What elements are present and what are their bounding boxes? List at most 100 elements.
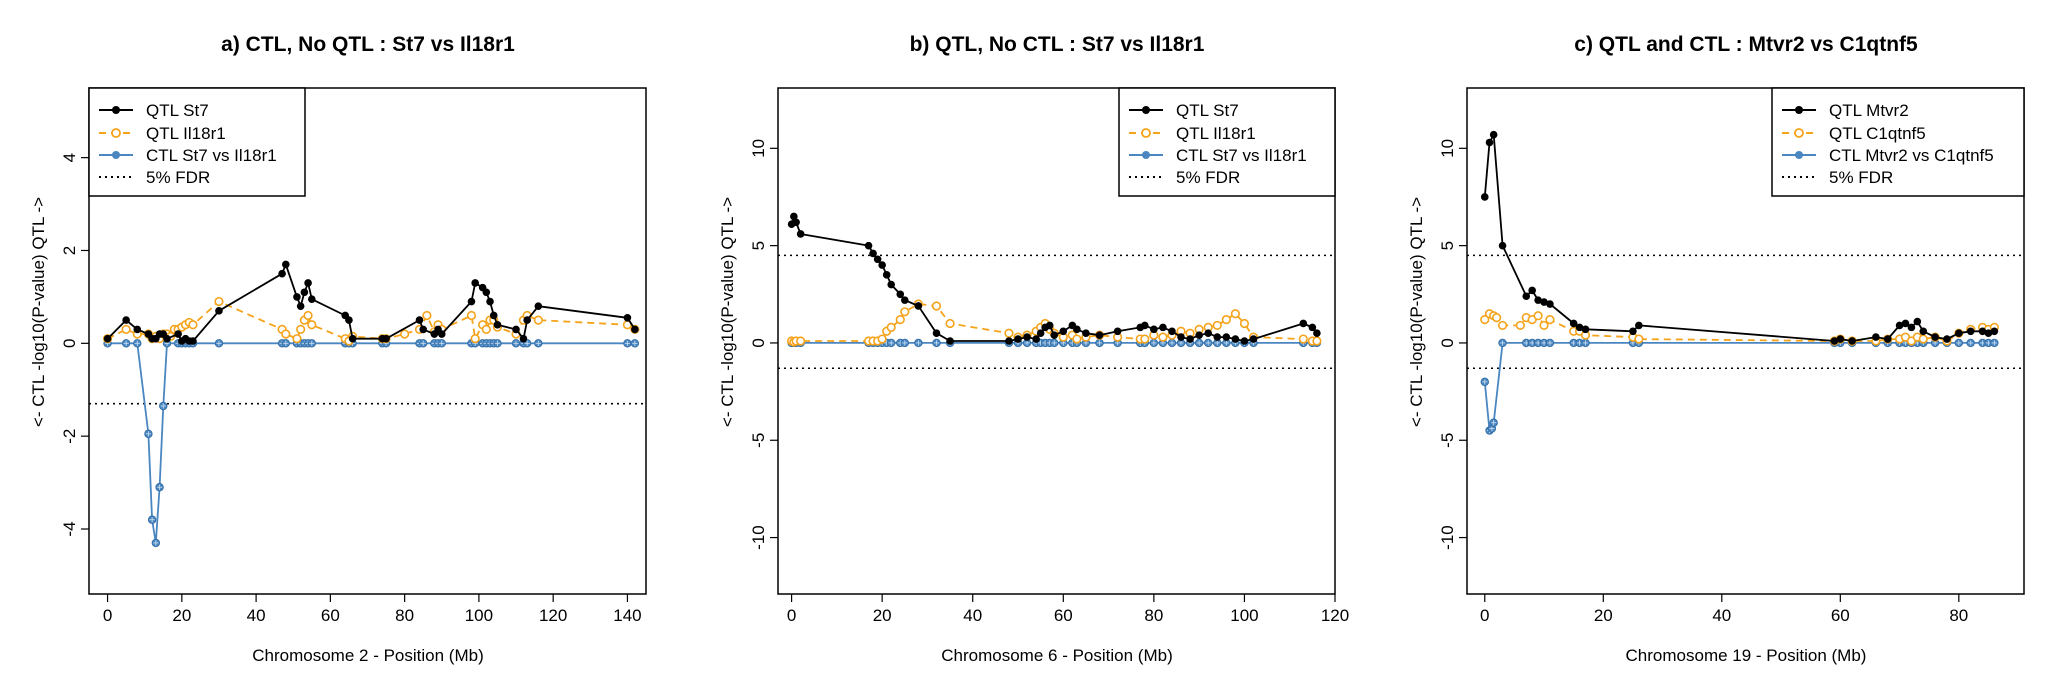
series-line-ctl-mtvr2-vs-c1qtnf5: [1483, 341, 1995, 432]
point-qtl-mtvr2: [1836, 335, 1845, 343]
point-qtl-st7: [382, 334, 390, 343]
point-qtl-st7: [1023, 333, 1031, 341]
point-qtl-st7: [873, 255, 882, 264]
x-tick-label: 60: [1831, 606, 1850, 625]
legend-label-qtl-c1qtnf5: QTL C1qtnf5: [1829, 124, 1926, 143]
x-tick-label: 100: [1230, 606, 1258, 625]
point-qtl-mtvr2: [1943, 335, 1951, 343]
point-qtl-mtvr2: [1830, 337, 1839, 345]
panel-b-xlabel: Chromosome 6 - Position (Mb): [941, 646, 1172, 665]
point-qtl-st7: [900, 296, 909, 304]
point-qtl-il18r1: [188, 320, 198, 330]
point-qtl-il18r1: [931, 301, 942, 311]
point-qtl-mtvr2: [1913, 317, 1922, 326]
point-qtl-st7: [914, 302, 923, 310]
point-qtl-st7: [1005, 337, 1013, 345]
point-qtl-mtvr2: [1498, 241, 1507, 250]
point-qtl-mtvr2: [1480, 193, 1489, 201]
point-qtl-st7: [122, 316, 130, 324]
point-qtl-st7: [523, 316, 531, 324]
x-tick-label: 20: [172, 606, 191, 625]
legend-label-qtl-st7: QTL St7: [146, 101, 209, 120]
y-tick-label: 0: [60, 339, 79, 348]
point-qtl-st7: [489, 311, 498, 320]
legend-label-fdr: 5% FDR: [1176, 168, 1240, 187]
y-tick-label: -2: [60, 429, 79, 444]
point-qtl-il18r1: [470, 334, 480, 344]
y-tick-label: -5: [749, 433, 768, 448]
point-qtl-st7: [869, 249, 877, 258]
point-qtl-st7: [482, 288, 491, 297]
y-tick-label: 2: [60, 246, 79, 255]
point-qtl-st7: [467, 297, 476, 306]
point-qtl-mtvr2: [1546, 300, 1554, 308]
point-qtl-st7: [946, 337, 954, 345]
point-qtl-mtvr2: [1990, 327, 1999, 336]
point-qtl-il18r1: [886, 322, 896, 332]
legend-label-fdr: 5% FDR: [1829, 168, 1893, 187]
point-qtl-st7: [1141, 321, 1149, 330]
y-tick-label: 0: [1438, 338, 1457, 347]
panel-a: a) CTL, No QTL : St7 vs Il18r1 <- CTL -l…: [29, 33, 647, 665]
point-qtl-st7: [1186, 335, 1194, 343]
panel-a-legend: QTL St7 QTL Il18r1 CTL St7 vs Il18r1 5% …: [88, 87, 306, 197]
legend-label-qtl-il18r1: QTL Il18r1: [146, 124, 226, 143]
point-qtl-st7: [1045, 321, 1054, 330]
point-qtl-st7: [1050, 331, 1059, 339]
x-tick-label: 140: [613, 606, 641, 625]
series-line-ctl-st7-vs-il18r1: [107, 342, 635, 544]
point-qtl-st7: [215, 307, 223, 315]
point-qtl-st7: [1313, 329, 1321, 338]
x-tick-label: 100: [465, 606, 493, 625]
legend-marker-qtl-st7: [1142, 106, 1150, 114]
axis-ticks: 0 20 40 60 80 100 120 -10 -5 0 5 10: [749, 139, 1349, 625]
y-tick-label: -4: [60, 521, 79, 536]
legend-marker-qtl-il18r1: [1141, 128, 1151, 138]
panel-a-plot: [89, 260, 646, 548]
point-qtl-st7: [896, 290, 905, 299]
point-qtl-st7: [1014, 335, 1022, 343]
axis-ticks: 0 20 40 60 80 100 120 140 -4 -2 0 2 4: [60, 153, 642, 625]
point-qtl-il18r1: [1312, 336, 1322, 346]
point-qtl-st7: [1036, 329, 1045, 338]
point-qtl-st7: [296, 302, 305, 310]
x-tick-label: 120: [539, 606, 567, 625]
point-qtl-st7: [103, 334, 112, 343]
point-qtl-c1qtnf5: [1492, 313, 1502, 323]
legend-marker-qtl-c1qtnf5: [1794, 128, 1804, 138]
point-qtl-st7: [189, 337, 197, 345]
point-qtl-st7: [1113, 327, 1122, 336]
point-qtl-mtvr2: [1528, 286, 1536, 295]
legend-label-qtl-mtvr2: QTL Mtvr2: [1829, 101, 1909, 120]
y-tick-label: 5: [1438, 241, 1457, 250]
point-qtl-c1qtnf5: [1497, 320, 1508, 331]
y-tick-label: 0: [749, 338, 768, 347]
point-qtl-st7: [1082, 329, 1090, 338]
panel-c-title: c) QTL and CTL : Mtvr2 vs C1qtnf5: [1574, 33, 1918, 56]
point-qtl-il18r1: [877, 334, 887, 344]
point-qtl-st7: [278, 269, 286, 278]
point-qtl-il18r1: [895, 314, 905, 325]
legend-marker-ctl: [1142, 151, 1150, 159]
point-qtl-il18r1: [422, 310, 432, 321]
point-qtl-il18r1: [945, 318, 955, 329]
legend-label-qtl-st7: QTL St7: [1176, 101, 1239, 120]
panel-b-title: b) QTL, No CTL : St7 vs Il18r1: [910, 33, 1205, 56]
x-tick-label: 0: [787, 606, 796, 625]
y-tick-label: -5: [1438, 433, 1457, 448]
point-qtl-st7: [419, 325, 428, 334]
point-qtl-st7: [864, 241, 873, 250]
point-qtl-st7: [1204, 329, 1213, 338]
point-qtl-il18r1: [533, 315, 543, 325]
point-qtl-mtvr2: [1485, 138, 1494, 147]
y-tick-label: 4: [60, 153, 79, 162]
point-qtl-c1qtnf5: [1515, 320, 1525, 331]
point-qtl-mtvr2: [1966, 327, 1975, 336]
axis-ticks: 0 20 40 60 80 -10 -5 0 5 10: [1438, 139, 1968, 625]
series-line-qtl-il18r1: [791, 303, 1317, 343]
point-qtl-st7: [1249, 335, 1258, 343]
panel-c-plot: [1467, 130, 2024, 435]
x-tick-label: 60: [1054, 606, 1073, 625]
legend-label-ctl: CTL Mtvr2 vs C1qtnf5: [1829, 146, 1994, 165]
point-qtl-st7: [133, 325, 142, 334]
